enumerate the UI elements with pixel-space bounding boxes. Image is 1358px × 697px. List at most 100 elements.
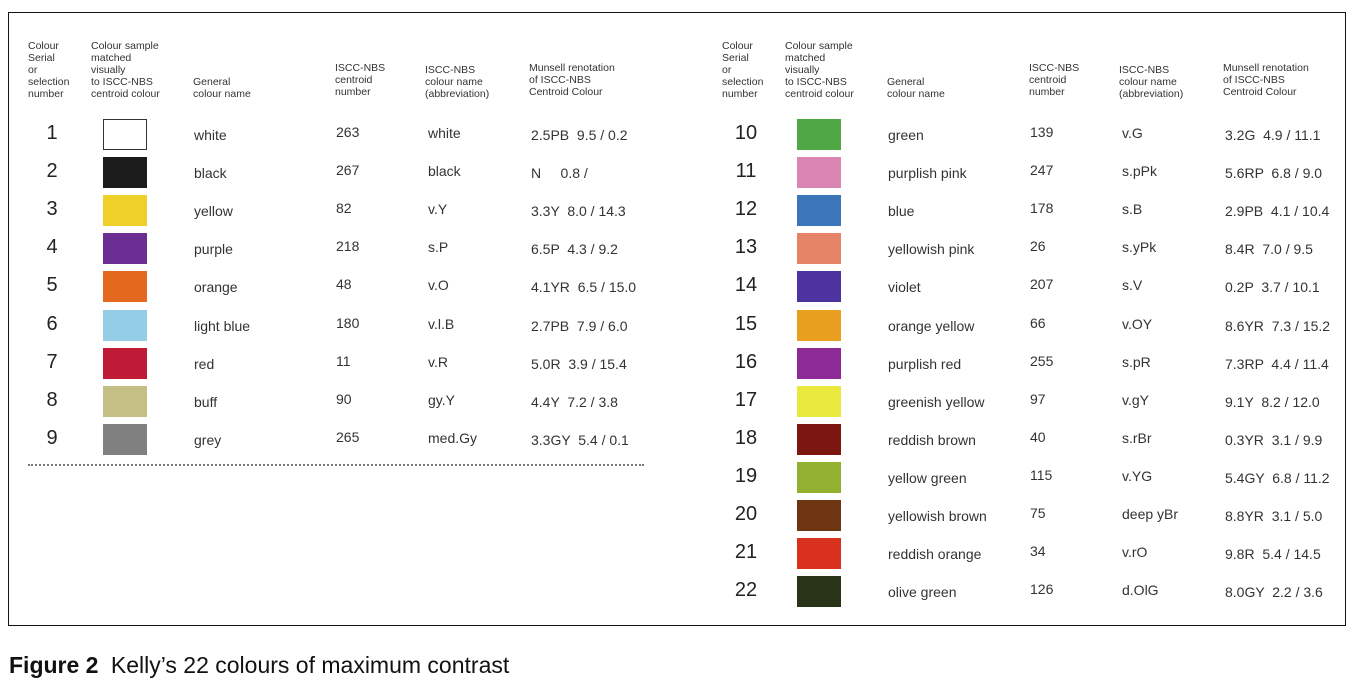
header-abbrev-left: ISCC-NBS colour name (abbreviation) [425, 64, 490, 100]
colour-abbreviation: s.P [428, 239, 449, 256]
general-colour-name: violet [888, 279, 921, 296]
munsell-renotation: 5.6RP 6.8 / 9.0 [1225, 165, 1323, 182]
colour-row: 1 white 263 white 2.5PB 9.5 / 0.2 [28, 117, 668, 153]
general-colour-name: yellow [194, 203, 233, 220]
general-colour-name: green [888, 127, 924, 143]
serial-number: 1 [46, 122, 58, 144]
colour-abbreviation: s.V [1122, 277, 1143, 294]
colour-row: 15 orange yellow 66 v.OY 8.6YR 7.3 / 15.2 [722, 308, 1358, 344]
centroid-number: 255 [1030, 352, 1054, 369]
serial-number: 16 [734, 350, 758, 373]
header-general-right: General colour name [887, 76, 945, 100]
colour-row: 8 buff 90 gy.Y 4.4Y 7.2 / 3.8 [28, 384, 668, 420]
centroid-number: 218 [336, 238, 360, 255]
general-colour-name: black [194, 165, 227, 182]
colour-swatch [797, 576, 841, 608]
centroid-number: 115 [1030, 466, 1053, 483]
colour-swatch [797, 461, 841, 493]
centroid-number: 247 [1030, 162, 1054, 179]
colour-row: 14 violet 207 s.V 0.2P 3.7 / 10.1 [722, 269, 1358, 305]
general-colour-name: yellowish brown [888, 508, 987, 524]
serial-number: 12 [734, 198, 758, 221]
serial-number: 8 [46, 388, 58, 411]
general-colour-name: purple [194, 241, 233, 258]
colour-abbreviation: v.O [428, 277, 449, 294]
colour-row: 5 orange 48 v.O 4.1YR 6.5 / 15.0 [28, 269, 668, 305]
colour-swatch [103, 309, 147, 341]
colour-row: 18 reddish brown 40 s.rBr 0.3YR 3.1 / 9.9 [722, 422, 1358, 458]
general-colour-name: reddish orange [888, 546, 982, 563]
serial-number: 22 [734, 579, 758, 602]
centroid-number: 97 [1030, 390, 1046, 407]
colour-abbreviation: s.yPk [1122, 239, 1157, 256]
centroid-number: 66 [1030, 314, 1046, 331]
colour-abbreviation: med.Gy [428, 429, 478, 446]
colour-abbreviation: white [428, 125, 461, 141]
serial-number: 21 [734, 541, 758, 564]
colour-abbreviation: v.R [428, 353, 448, 370]
general-colour-name: purplish red [888, 355, 962, 372]
centroid-number: 126 [1030, 581, 1054, 598]
munsell-renotation: 3.3Y 8.0 / 14.3 [531, 203, 626, 220]
colour-row: 13 yellowish pink 26 s.yPk 8.4R 7.0 / 9.5 [722, 231, 1358, 267]
serial-number: 15 [734, 312, 758, 335]
general-colour-name: greenish yellow [888, 393, 985, 410]
serial-number: 19 [734, 464, 758, 487]
munsell-renotation: 3.2G 4.9 / 11.1 [1225, 127, 1321, 143]
header-munsell-right: Munsell renotation of ISCC-NBS Centroid … [1223, 62, 1309, 98]
munsell-renotation: 8.0GY 2.2 / 3.6 [1225, 584, 1323, 601]
header-centroid-left: ISCC-NBS centroid number [335, 62, 386, 98]
centroid-number: 139 [1030, 124, 1054, 140]
serial-number: 9 [46, 426, 58, 449]
serial-number: 11 [735, 160, 757, 183]
header-serial-left: Colour Serial or selection number [28, 40, 70, 100]
munsell-renotation: 0.2P 3.7 / 10.1 [1225, 279, 1320, 296]
general-colour-name: blue [888, 203, 915, 220]
serial-number: 4 [46, 236, 58, 259]
colour-swatch [103, 157, 147, 189]
colour-swatch [103, 119, 147, 150]
header-munsell-left: Munsell renotation of ISCC-NBS Centroid … [529, 62, 615, 98]
general-colour-name: buff [194, 393, 218, 410]
colour-row: 20 yellowish brown 75 deep yBr 8.8YR 3.1 / 5… [722, 498, 1358, 534]
centroid-number: 90 [336, 390, 352, 407]
colour-abbreviation: gy.Y [428, 391, 455, 408]
serial-number: 3 [46, 198, 58, 221]
colour-abbreviation: v.YG [1122, 467, 1153, 484]
colour-row: 7 red 11 v.R 5.0R 3.9 / 15.4 [28, 346, 668, 382]
dotted-divider [28, 464, 644, 466]
munsell-renotation: 0.3YR 3.1 / 9.9 [1225, 431, 1323, 448]
colour-swatch [103, 423, 147, 455]
munsell-renotation: 2.5PB 9.5 / 0.2 [531, 127, 628, 143]
colour-swatch [797, 385, 841, 417]
munsell-renotation: 4.1YR 6.5 / 15.0 [531, 279, 637, 296]
colour-row: 12 blue 178 s.B 2.9PB 4.1 / 10.4 [722, 193, 1358, 229]
munsell-renotation: 6.5P 4.3 / 9.2 [531, 241, 618, 258]
colour-abbreviation: s.rBr [1122, 429, 1152, 446]
colour-abbreviation: v.rO [1122, 544, 1148, 561]
munsell-renotation: 2.9PB 4.1 / 10.4 [1225, 203, 1330, 220]
munsell-renotation: 7.3RP 4.4 / 11.4 [1225, 355, 1329, 372]
munsell-renotation: 8.4R 7.0 / 9.5 [1225, 241, 1313, 258]
general-colour-name: yellow green [888, 469, 967, 486]
colour-swatch [797, 233, 841, 265]
centroid-number: 40 [1030, 428, 1046, 445]
colour-abbreviation: s.B [1122, 201, 1143, 218]
munsell-renotation: 2.7PB 7.9 / 6.0 [531, 317, 628, 334]
header-serial-right: Colour Serial or selection number [722, 40, 764, 100]
general-colour-name: yellowish pink [888, 241, 975, 258]
munsell-renotation: 9.8R 5.4 / 14.5 [1225, 546, 1321, 563]
general-colour-name: orange yellow [888, 317, 975, 334]
centroid-number: 267 [336, 162, 360, 179]
colour-swatch [797, 423, 841, 455]
serial-number: 13 [734, 236, 758, 259]
colour-abbreviation: s.pR [1122, 353, 1151, 370]
colour-swatch [103, 385, 147, 417]
colour-row: 9 grey 265 med.Gy 3.3GY 5.4 / 0.1 [28, 422, 668, 458]
general-colour-name: light blue [194, 317, 251, 334]
colour-swatch [797, 157, 841, 189]
general-colour-name: olive green [888, 584, 957, 601]
colour-abbreviation: d.OlG [1122, 582, 1159, 599]
munsell-renotation: 4.4Y 7.2 / 3.8 [531, 393, 618, 410]
colour-abbreviation: v.gY [1122, 391, 1149, 408]
